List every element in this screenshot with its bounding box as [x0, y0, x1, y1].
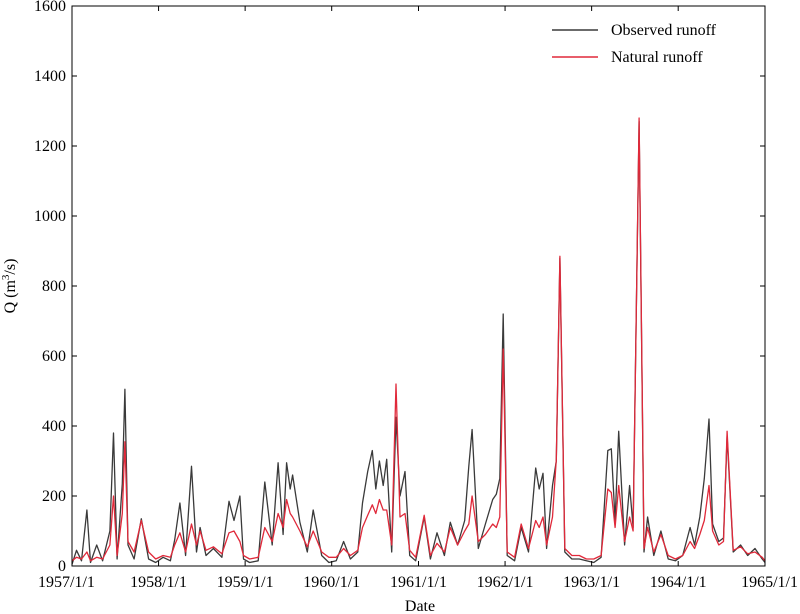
- series-line-observed-runoff: [71, 120, 766, 565]
- y-tick-label: 600: [42, 348, 66, 365]
- series-line-natural-runoff: [71, 117, 766, 562]
- x-tick-label: 1964/1/1: [650, 574, 707, 591]
- x-tick-label: 1963/1/1: [563, 574, 620, 591]
- y-tick-label: 1400: [34, 68, 66, 85]
- legend-label: Observed runoff: [611, 22, 717, 39]
- x-tick-label: 1959/1/1: [217, 574, 274, 591]
- x-tick-label: 1961/1/1: [390, 574, 447, 591]
- plot-frame: [71, 5, 766, 567]
- y-axis-title-sup: 3: [0, 274, 12, 280]
- x-tick-label: 1962/1/1: [477, 574, 534, 591]
- y-tick-label: 200: [42, 488, 66, 505]
- y-tick-label: 1200: [34, 138, 66, 155]
- y-axis-title-tail: /s): [2, 259, 19, 275]
- series-layer: [71, 117, 766, 565]
- x-tick-label: 1960/1/1: [303, 574, 360, 591]
- y-axis-title: Q (m3/s): [0, 259, 19, 314]
- x-tick-label: 1957/1/1: [38, 574, 95, 591]
- y-tick-label: 400: [42, 418, 66, 435]
- legend: Observed runoff Natural runoff: [552, 22, 717, 66]
- x-tick-label: 1965/1/1: [741, 574, 798, 591]
- x-axis-title: Date: [405, 598, 435, 614]
- y-tick-label: 1000: [34, 208, 66, 225]
- y-tick-label: 800: [42, 278, 66, 295]
- y-axis-title-main: Q (m: [2, 280, 19, 314]
- axes-layer: 0 200 400 600 800 1000 1200 1400 1600 1957/1/1 195…: [34, 0, 798, 591]
- y-tick-label: 1600: [34, 0, 66, 15]
- y-tick-label: 0: [58, 558, 66, 575]
- x-tick-label: 1958/1/1: [130, 574, 187, 591]
- legend-label: Natural runoff: [611, 49, 703, 66]
